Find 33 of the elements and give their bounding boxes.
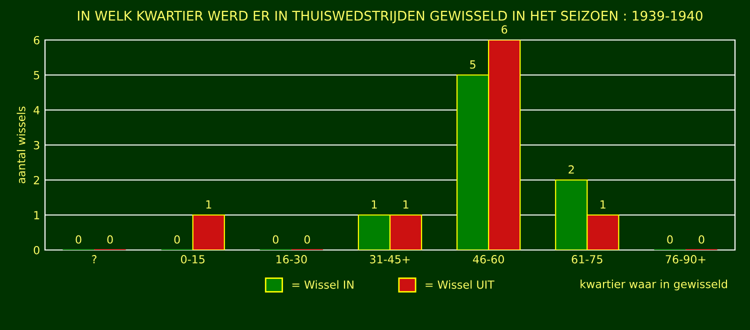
y-tick-label: 3 (34, 140, 40, 150)
y-tick-label: 1 (34, 211, 40, 220)
x-tick-label: 31-45+ (370, 255, 410, 264)
data-label: 1 (372, 200, 377, 209)
x-tick-label: 0-15 (180, 255, 204, 264)
data-label: 0 (107, 235, 113, 244)
data-label: 0 (174, 235, 180, 244)
x-tick-label: 61-75 (572, 255, 602, 264)
data-label: 0 (272, 235, 278, 244)
x-axis-title: kwartier waar in gewisseld (580, 280, 727, 290)
data-label: 1 (206, 200, 212, 209)
legend-label: = Wissel UIT (426, 280, 494, 289)
data-label: 6 (502, 25, 508, 34)
data-label: 2 (568, 165, 574, 174)
data-label: 0 (698, 235, 704, 244)
data-label: 0 (667, 235, 673, 244)
x-tick-label: 46-60 (472, 255, 504, 264)
data-label: 0 (76, 235, 82, 244)
y-tick-label: 0 (34, 246, 40, 254)
y-axis-title: aantal wissels (16, 106, 26, 184)
y-tick-label: 4 (34, 106, 40, 114)
chart-title: IN WELK KWARTIER WERD ER IN THUISWEDSTRIJDEN GEWISSELD IN HET SEIZOEN : 1939-1940 (78, 10, 702, 24)
y-tick-label: 6 (34, 36, 40, 44)
x-tick-label: 76-90+ (666, 255, 706, 264)
data-label: 1 (600, 200, 606, 209)
legend-label: = Wissel IN (292, 280, 354, 289)
y-tick-label: 5 (34, 71, 40, 80)
x-tick-label: ? (92, 255, 96, 264)
data-label: 5 (470, 60, 476, 69)
data-label: 1 (403, 200, 408, 209)
data-label: 0 (304, 235, 310, 244)
x-tick-label: 16-30 (276, 255, 307, 264)
y-tick-label: 2 (34, 176, 40, 184)
